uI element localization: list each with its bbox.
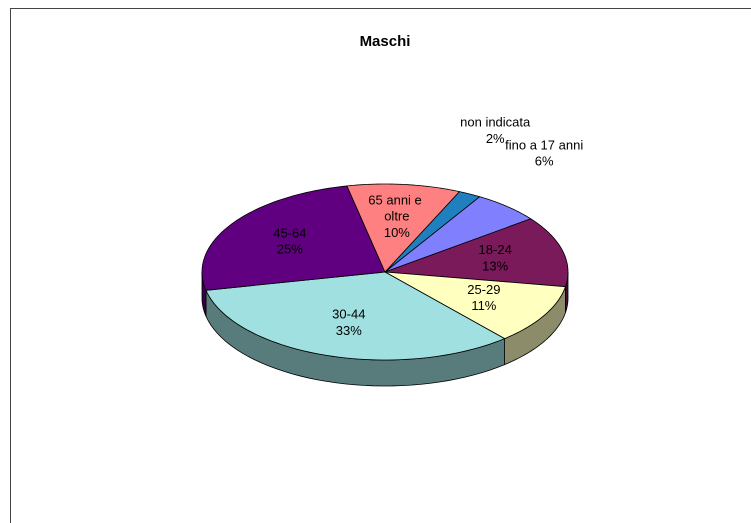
slice-label: 30-44 [332,307,365,322]
slice-label-line: 45-64 [273,226,306,241]
slice [384,191,481,273]
slice [384,271,566,340]
chart-title: Maschi [360,33,411,50]
slice-label-line: 25-29 [467,282,500,297]
slice [384,196,532,273]
slice-label: non indicata [460,115,531,130]
slice-label: 65 anni e oltre [368,193,425,224]
slice-label-line: non indicata [460,115,531,130]
slice-value-label: 13% [482,258,508,273]
slice-label-line: 18-24 [479,242,512,257]
slice-value-label: 10% [384,225,410,240]
slice [205,271,506,361]
slice-label: 45-64 [273,226,306,241]
slice [346,183,461,273]
slice-label: fino a 17 anni [505,138,583,153]
slice-label: 18-24 [479,242,512,257]
slice-value-label: 6% [535,154,554,169]
slice-value-label: 2% [486,131,505,146]
slice-label: 25-29 [467,282,500,297]
slice-label-line: fino a 17 anni [505,138,583,153]
slice-label-line: 65 anni e [368,193,425,208]
slice-label-line: oltre [384,209,409,224]
slice-value-label: 11% [471,298,496,313]
slice [384,218,569,288]
slice-value-label: 33% [336,323,362,338]
slice-label-line: 30-44 [332,307,365,322]
slice-value-label: 25% [277,242,303,257]
slice [201,185,386,291]
